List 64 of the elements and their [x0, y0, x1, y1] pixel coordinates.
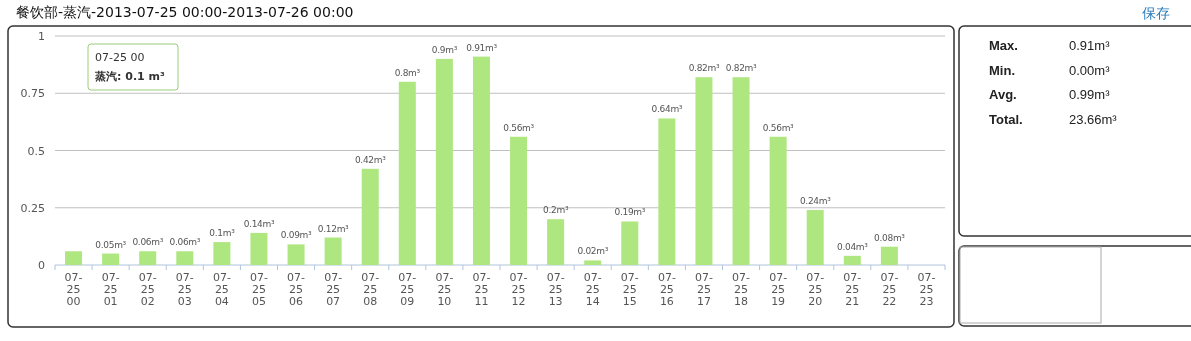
y-tick-label: 0.25	[20, 201, 45, 215]
annotation: 蒸汽: 0.1 m³	[94, 70, 166, 83]
data-label: 0.04m³	[836, 241, 869, 252]
x-tick-label: 07-25 23	[917, 271, 936, 308]
x-tick-label: 07-25 03	[175, 271, 194, 308]
y-tick-label: 1	[38, 30, 45, 43]
data-label: 0.14m³	[243, 218, 275, 229]
data-label: 0.2m³	[543, 205, 569, 216]
data-label: 0.42m³	[354, 154, 387, 165]
x-tick-label: 07-25 15	[620, 271, 639, 308]
text: Total.	[989, 111, 1023, 127]
data-label: 0.82m³	[688, 63, 720, 74]
data-label: 0.24m³	[799, 196, 832, 207]
x-tick-label: 07-25 19	[769, 271, 788, 308]
x-tick-label: 07-25 00	[64, 271, 83, 308]
data-label: 0.08m³	[874, 232, 906, 243]
tooltip: 07-25 00 蒸汽: 0.1 m³	[87, 43, 179, 91]
data-label: 0.02m³	[577, 246, 609, 257]
x-tick-label: 07-25 16	[657, 271, 676, 308]
data-label: 0.9m³	[431, 44, 458, 55]
data-label: 0.09m³	[280, 230, 313, 241]
annotation: 07-25 00	[95, 51, 145, 64]
data-label: 0.12m³	[317, 223, 350, 234]
x-tick-label: 07-25 22	[880, 271, 899, 308]
x-tick-label: 07-25 09	[398, 271, 417, 308]
y-tick-label: 0	[38, 259, 45, 272]
data-label: 0.91m³	[466, 42, 498, 53]
text: 保存	[1142, 5, 1170, 21]
x-tick-label: 07-25 14	[583, 271, 602, 308]
data-label: 0.05m³	[95, 239, 127, 250]
text: 0.91m³	[1069, 38, 1111, 53]
data-label: 0.8m³	[394, 67, 421, 78]
x-tick-label: 07-25 12	[509, 271, 528, 308]
x-tick-label: 07-25 11	[472, 271, 491, 308]
data-label: 0.1m³	[209, 228, 236, 239]
data-label: 0.56m³	[762, 122, 795, 133]
text: 0.99m³	[1069, 87, 1111, 102]
x-tick-label: 07-25 01	[101, 271, 120, 308]
chart-title: 餐饮部-蒸汽-2013-07-25 00:00-2013-07-26 00:00	[16, 4, 354, 20]
x-tick-label: 07-25 05	[249, 271, 268, 308]
text: Min.	[989, 62, 1015, 78]
x-tick-label: 07-25 10	[435, 271, 454, 308]
x-tick-label: 07-25 17	[694, 271, 713, 308]
y-tick-label: 0.5	[27, 144, 45, 158]
text: Max.	[989, 38, 1018, 53]
text: 0.00m³	[1069, 62, 1111, 78]
x-tick-label: 07-25 07	[324, 271, 343, 308]
x-tick-label: 07-25 04	[212, 271, 231, 308]
x-tick-label: 07-25 13	[546, 271, 565, 308]
data-label: 0.82m³	[725, 63, 758, 74]
y-tick-label: 0.75	[20, 87, 45, 101]
x-tick-label: 07-25 08	[361, 271, 380, 308]
data-label: 0.06m³	[169, 237, 201, 248]
x-tick-label: 07-25 21	[843, 271, 862, 308]
x-tick-label: 07-25 20	[806, 271, 825, 308]
x-tick-label: 07-25 06	[287, 271, 306, 308]
data-label: 0.06m³	[132, 237, 164, 248]
x-tick-label: 07-25 02	[138, 271, 157, 308]
data-label: 0.19m³	[614, 207, 646, 218]
x-tick-label: 07-25 18	[732, 271, 751, 308]
text: 23.66m³	[1069, 111, 1118, 127]
data-label: 0.56m³	[503, 122, 535, 133]
data-label: 0.64m³	[651, 104, 683, 115]
text: Avg.	[989, 87, 1017, 102]
